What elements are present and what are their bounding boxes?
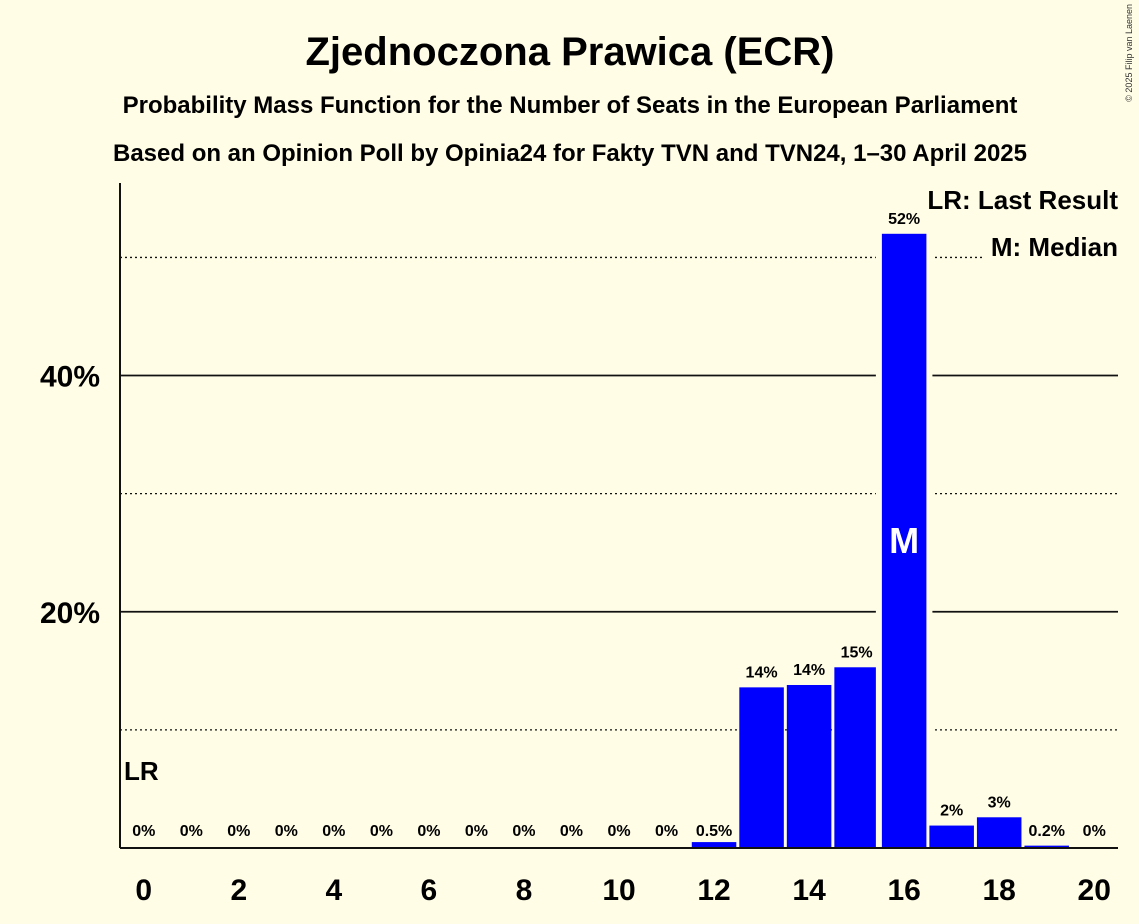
bar-label-seat-5: 0% [370,823,393,840]
chart-subtitle-poll: Based on an Opinion Poll by Opinia24 for… [113,140,1027,167]
bar-seat-14 [786,684,832,848]
bar-label-seat-1: 0% [180,823,203,840]
x-tick-label: 2 [230,874,247,907]
bar-label-seat-7: 0% [465,823,488,840]
bar-seat-15 [834,667,879,848]
bar-label-seat-0: 0% [132,823,155,840]
markers: LR M [124,520,919,786]
chart-title: Zjednoczona Prawica (ECR) [306,30,835,74]
bars [691,233,1069,848]
bar-label-seat-2: 0% [227,823,250,840]
bar-label-seat-15: 15% [841,644,873,661]
bar-label-seat-14: 14% [793,662,825,679]
x-tick-label: 12 [697,874,730,907]
x-tick-label: 4 [326,874,343,907]
bar-label-seat-12: 0.5% [696,823,732,840]
legend-entry: LR: Last Result [927,185,1118,215]
median-marker: M [889,520,919,561]
bar-seat-19 [1024,845,1069,848]
bar-label-seat-11: 0% [655,823,678,840]
bar-label-seat-4: 0% [322,823,345,840]
bar-seat-12 [691,842,737,848]
x-tick-label: 8 [516,874,533,907]
bar-label-seat-20: 0% [1083,823,1106,840]
bar-label-seat-13: 14% [746,664,778,681]
x-tick-label: 14 [792,874,826,907]
chart-subtitle: Probability Mass Function for the Number… [123,92,1018,119]
bar-seat-18 [976,817,1022,848]
bar-label-seat-6: 0% [417,823,440,840]
legend-entry-background [984,231,1120,263]
x-tick-label: 20 [1078,874,1111,907]
x-tick-label: 16 [887,874,920,907]
x-tick-label: 0 [135,874,152,907]
x-tick-labels: 0 2 4 6 8 10 12 14 16 18 20 [135,874,1111,907]
bar-label-seat-16: 52% [888,211,920,228]
bar-seat-13 [739,687,784,848]
axes [119,183,1118,849]
gridlines [120,256,1118,731]
bar-label-seat-10: 0% [607,823,630,840]
bar-label-seat-3: 0% [275,823,298,840]
legend-entry: M: Median [991,232,1118,262]
bar-value-labels: 0% 0% 0% 0% 0% 0% 0% 0% 0% 0% 0% 0% 0.5% 14% 14% 15% 52%… [132,211,1106,840]
copyright-text: © 2025 Filip van Laenen [1124,4,1134,102]
y-tick-labels: 20% 40% [40,361,100,630]
x-tick-label: 18 [983,874,1016,907]
y-tick-label: 20% [40,597,100,630]
bar-label-seat-8: 0% [512,823,535,840]
bar-seat-16 [881,233,927,848]
bar-label-seat-17: 2% [940,803,963,820]
bar-label-seat-9: 0% [560,823,583,840]
legend: LR: Last Result M: Median [921,184,1121,263]
x-tick-label: 10 [602,874,635,907]
last-result-marker: LR [124,756,159,786]
y-tick-label: 40% [40,361,100,394]
x-tick-label: 6 [421,874,438,907]
bar-label-seat-18: 3% [988,794,1011,811]
legend-entry-background [921,184,1121,216]
bar-label-seat-19: 0.2% [1028,823,1064,840]
bar-seat-17 [929,825,974,848]
